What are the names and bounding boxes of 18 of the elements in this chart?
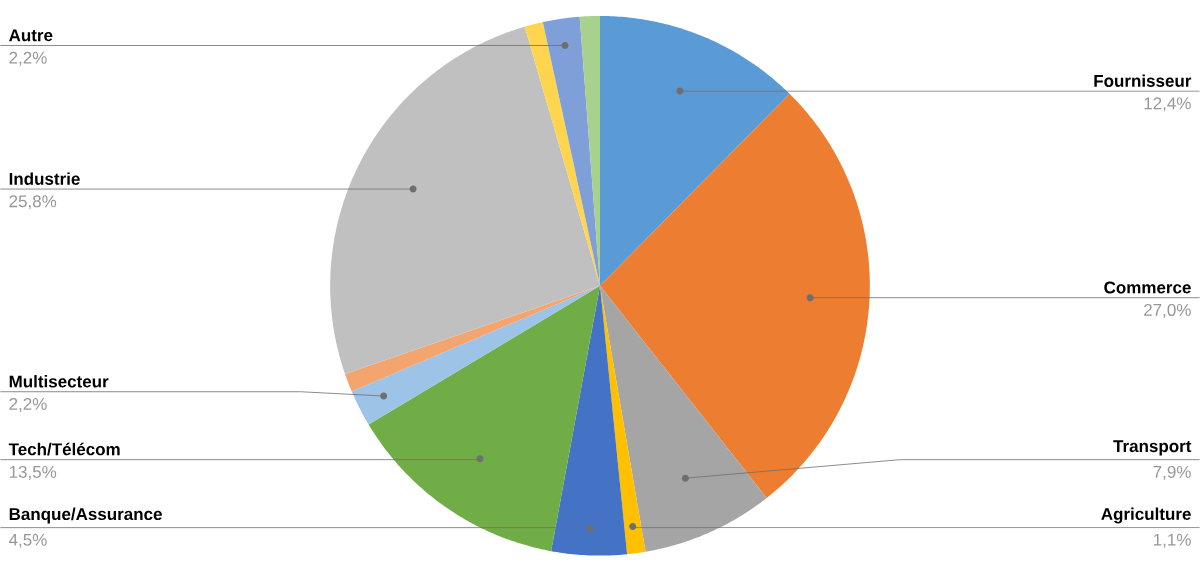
data-label: 4,5% [9,534,47,548]
slice-label: Tech/Télécom [8,442,120,456]
data-label: 25,8% [9,195,57,210]
slice-label: Agriculture [1101,507,1191,524]
slice-label: Transport [1113,440,1192,456]
slice-label: Commerce [1104,281,1191,294]
data-label: 12,4% [1144,97,1191,112]
slice-label: Multisecteur [9,375,109,388]
data-label: 2,2% [9,51,47,66]
slice-label: Industrie [9,172,80,186]
slice-label: Autre [9,29,53,42]
data-label: 27,0% [1144,304,1191,319]
slice-label: Banque/Assurance [9,507,162,524]
data-label: 13,5% [9,466,57,481]
data-label: 2,2% [9,398,47,413]
data-label: 1,1% [1153,534,1191,548]
slice-label: Fournisseur [1094,74,1192,88]
data-label: 7,9% [1153,466,1191,481]
